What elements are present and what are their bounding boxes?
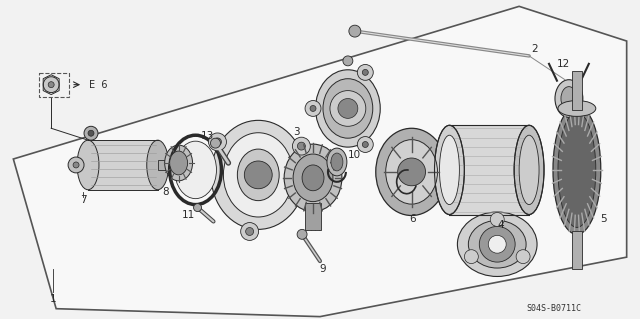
Ellipse shape [302,165,324,191]
Circle shape [84,126,98,140]
Ellipse shape [458,212,537,277]
Ellipse shape [558,112,596,227]
Circle shape [488,235,506,253]
Ellipse shape [316,70,380,147]
Circle shape [214,138,221,146]
Text: 5: 5 [600,214,607,225]
Circle shape [68,157,84,173]
Circle shape [343,56,353,66]
Circle shape [479,226,515,262]
Ellipse shape [519,135,539,204]
Circle shape [305,100,321,116]
Text: 12: 12 [557,59,571,69]
Text: 6: 6 [410,214,416,225]
Circle shape [298,142,305,150]
Bar [88,140,157,190]
Ellipse shape [164,145,193,181]
Text: 11: 11 [182,210,195,219]
Bar [572,231,582,269]
Ellipse shape [468,220,526,268]
Ellipse shape [175,141,216,199]
Ellipse shape [327,148,347,176]
Ellipse shape [558,100,596,116]
Ellipse shape [284,144,342,211]
Ellipse shape [323,79,372,138]
Circle shape [44,77,59,93]
Circle shape [338,99,358,118]
Ellipse shape [553,106,601,234]
Text: 3: 3 [292,127,300,137]
Ellipse shape [237,149,279,201]
Circle shape [73,162,79,168]
Circle shape [297,229,307,239]
Circle shape [193,204,202,211]
Text: E  6: E 6 [89,80,108,90]
Ellipse shape [170,151,188,175]
Circle shape [349,25,361,37]
Polygon shape [13,6,627,317]
Circle shape [516,250,530,263]
Ellipse shape [147,140,169,190]
Ellipse shape [376,128,447,216]
Circle shape [292,137,310,155]
Circle shape [310,106,316,111]
Circle shape [209,133,227,151]
Circle shape [357,64,373,80]
Circle shape [171,160,180,170]
Circle shape [244,161,272,189]
Ellipse shape [331,153,343,171]
Circle shape [211,138,220,148]
Bar [305,203,321,230]
Circle shape [490,212,504,226]
Bar [572,71,582,110]
Circle shape [246,227,253,235]
Ellipse shape [223,133,293,217]
Circle shape [48,82,54,88]
Circle shape [465,250,478,263]
Text: 7: 7 [80,195,86,205]
Text: 4: 4 [498,220,504,230]
Bar [449,125,529,214]
Ellipse shape [435,125,465,214]
Ellipse shape [77,140,99,190]
Circle shape [88,130,94,136]
Ellipse shape [555,80,583,117]
Circle shape [362,70,368,75]
Circle shape [241,223,259,241]
Ellipse shape [293,154,333,202]
Text: 8: 8 [163,187,169,197]
Circle shape [362,142,368,147]
Text: 13: 13 [201,131,214,141]
Circle shape [357,137,373,152]
Ellipse shape [386,140,438,204]
Text: 9: 9 [319,264,326,274]
Text: 10: 10 [348,150,362,160]
Ellipse shape [561,87,577,110]
Ellipse shape [211,120,305,229]
Ellipse shape [514,125,544,214]
Text: S04S-B0711C: S04S-B0711C [527,304,582,313]
Ellipse shape [440,135,460,204]
Circle shape [330,91,366,126]
Circle shape [397,158,426,186]
Text: 2: 2 [531,44,538,54]
Text: 1: 1 [50,294,56,304]
Bar [157,160,175,170]
